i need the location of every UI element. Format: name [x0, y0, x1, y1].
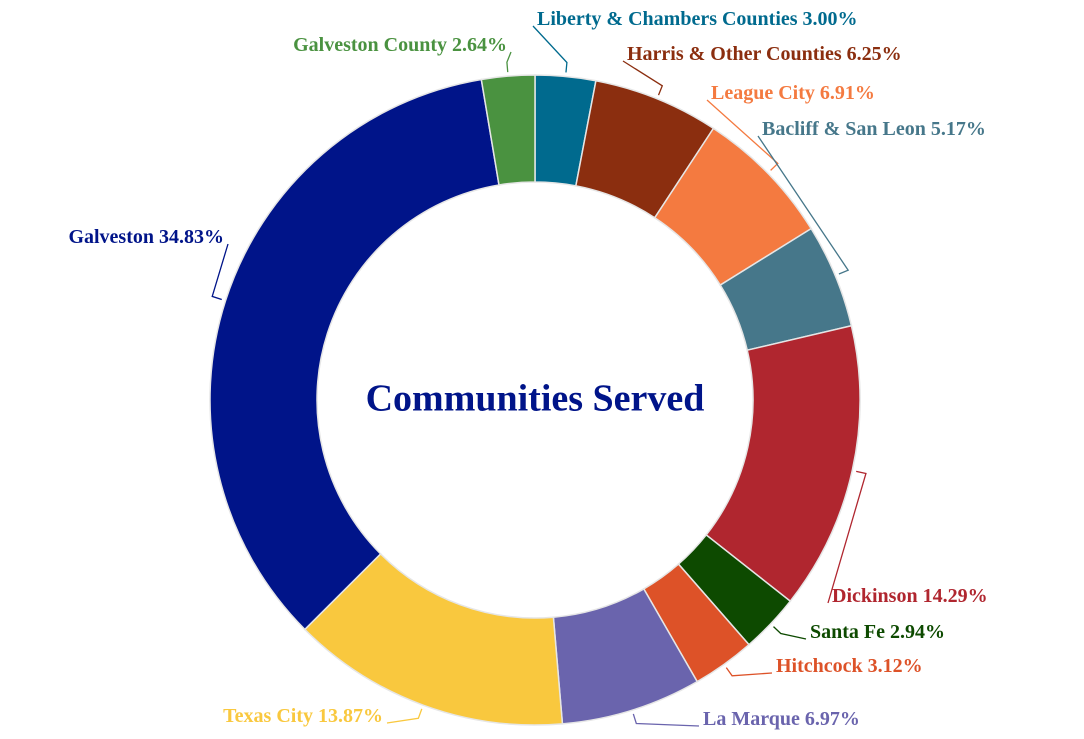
donut-segment — [209, 78, 500, 631]
category-label: Galveston — [68, 226, 154, 248]
data-label: Galveston 34.83% — [68, 226, 224, 248]
value-label: 13.87% — [318, 705, 383, 727]
data-label: Hitchcock 3.12% — [776, 655, 923, 677]
data-label: Bacliff & San Leon 5.17% — [762, 118, 986, 140]
leader-line — [773, 626, 807, 640]
value-label: 3.12% — [868, 655, 923, 677]
category-label: Dickinson — [832, 585, 918, 607]
leader-line — [386, 708, 423, 724]
leader-line — [827, 470, 867, 604]
data-label: League City 6.91% — [711, 82, 875, 104]
donut-segment — [480, 74, 536, 186]
leader-line — [622, 60, 664, 96]
category-label: Bacliff & San Leon — [762, 118, 926, 140]
value-label: 2.94% — [890, 621, 945, 643]
leader-line — [706, 99, 779, 171]
category-label: Santa Fe — [810, 621, 885, 643]
data-label: Dickinson 14.29% — [832, 585, 988, 607]
category-label: Harris & Other Counties — [627, 43, 842, 65]
data-label: Liberty & Chambers Counties 3.00% — [537, 8, 858, 30]
leader-line — [506, 51, 512, 73]
leader-line — [211, 243, 229, 301]
leader-line — [532, 25, 568, 73]
value-label: 3.00% — [803, 8, 858, 30]
value-label: 5.17% — [931, 118, 986, 140]
value-label: 6.91% — [820, 82, 875, 104]
data-label: Harris & Other Counties 6.25% — [627, 43, 902, 65]
value-label: 14.29% — [923, 585, 988, 607]
chart-title: Communities Served — [366, 378, 705, 420]
category-label: Galveston County — [293, 34, 447, 56]
value-label: 34.83% — [159, 226, 224, 248]
leader-line — [632, 713, 700, 727]
leader-line — [725, 667, 773, 677]
value-label: 6.25% — [847, 43, 902, 65]
data-label: Galveston County 2.64% — [293, 34, 507, 56]
data-label: La Marque 6.97% — [703, 708, 860, 730]
value-label: 2.64% — [452, 34, 507, 56]
data-label: Texas City 13.87% — [223, 705, 383, 727]
category-label: League City — [711, 82, 815, 104]
data-label: Santa Fe 2.94% — [810, 621, 945, 643]
category-label: Hitchcock — [776, 655, 864, 677]
value-label: 6.97% — [805, 708, 860, 730]
category-label: La Marque — [703, 708, 800, 730]
category-label: Liberty & Chambers Counties — [537, 8, 798, 30]
category-label: Texas City — [223, 705, 313, 727]
leader-line — [757, 135, 850, 275]
